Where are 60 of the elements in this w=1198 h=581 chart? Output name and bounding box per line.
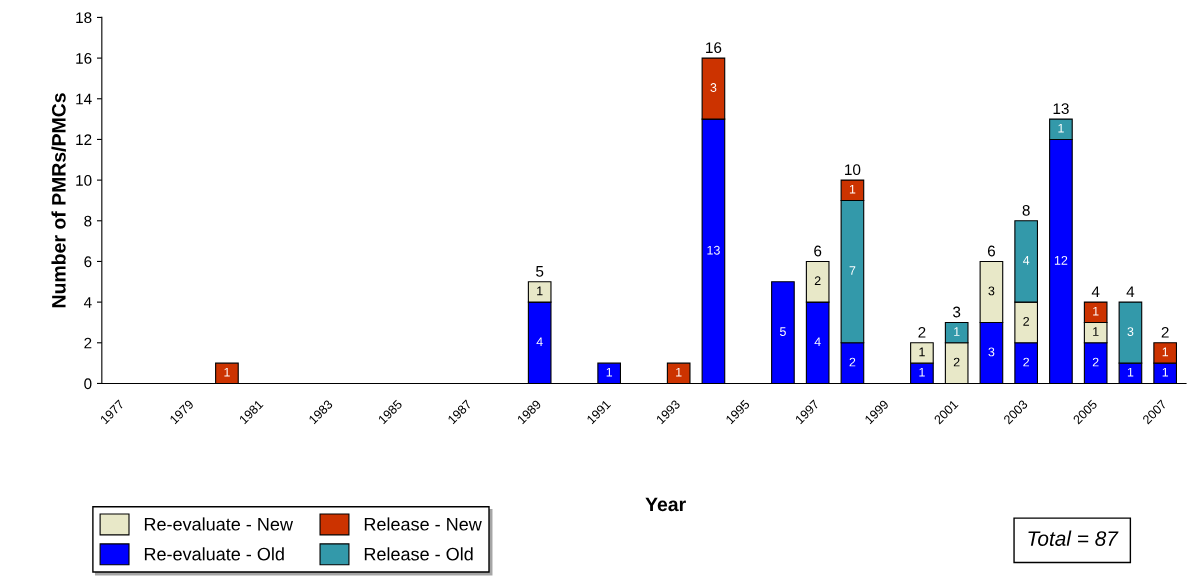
data-label: 1 <box>606 367 613 377</box>
text: Total = 87 <box>1028 530 1119 546</box>
data-label: 1 <box>1162 367 1169 377</box>
data-label: 3 <box>710 83 717 92</box>
data-label: 2 <box>1023 357 1030 367</box>
y-tick-label: 2 <box>84 337 92 349</box>
data-label: 2 <box>953 357 960 367</box>
y-tick-label: 8 <box>84 215 92 227</box>
data-label: 1 <box>537 286 543 296</box>
data-label: 4 <box>1022 256 1030 265</box>
total-label: 6 <box>814 245 822 257</box>
total-label: 4 <box>1091 286 1100 297</box>
data-label: 3 <box>1127 327 1134 336</box>
data-label: 1 <box>1093 327 1099 336</box>
legend-label: Release - New <box>364 517 482 531</box>
x-axis-title: Year <box>645 497 686 512</box>
data-label: 1 <box>919 347 925 357</box>
y-tick-label: 16 <box>76 52 92 64</box>
data-label: 1 <box>1127 367 1134 377</box>
legend-label: Re-evaluate - New <box>144 517 294 531</box>
data-label: 1 <box>676 367 682 377</box>
legend-label: Release - Old <box>364 547 473 561</box>
data-label: 3 <box>988 286 995 296</box>
total-label: 4 <box>1126 286 1135 297</box>
total-label: 13 <box>1053 103 1069 115</box>
data-label: 1 <box>1162 347 1169 357</box>
total-label: 3 <box>953 306 961 318</box>
data-label: 2 <box>1092 357 1099 367</box>
data-label: 1 <box>224 367 230 377</box>
data-label: 1 <box>1093 306 1099 316</box>
data-label: 2 <box>814 276 821 286</box>
data-label: 1 <box>1058 123 1064 133</box>
data-label: 3 <box>988 347 995 357</box>
y-axis-title: Number of PMRs/PMCs <box>51 93 66 308</box>
data-label: 1 <box>849 184 856 194</box>
data-label: 1 <box>954 327 960 336</box>
data-label: 5 <box>779 327 786 336</box>
y-tick-label: 14 <box>76 93 92 105</box>
total-label: 6 <box>987 245 995 257</box>
total-label: 8 <box>1022 204 1030 216</box>
data-label: 4 <box>536 337 543 347</box>
data-label: 1 <box>919 367 925 377</box>
data-label: 2 <box>849 357 856 367</box>
y-tick-label: 10 <box>76 174 92 186</box>
total-label: 16 <box>706 42 722 54</box>
data-label: 7 <box>849 266 856 275</box>
y-tick-label: 18 <box>76 12 92 24</box>
legend-label: Re-evaluate - Old <box>144 547 284 561</box>
y-tick-label: 0 <box>84 378 92 390</box>
total-label: 2 <box>1161 326 1169 338</box>
data-label: 2 <box>1023 316 1030 326</box>
data-label: 13 <box>707 245 720 255</box>
total-label: 5 <box>536 266 544 277</box>
y-tick-label: 6 <box>84 256 92 268</box>
y-tick-label: 4 <box>83 297 92 308</box>
data-label: 12 <box>1054 255 1068 265</box>
y-tick-label: 12 <box>76 134 92 145</box>
total-label: 2 <box>918 326 926 338</box>
data-label: 4 <box>814 337 821 347</box>
total-label: 10 <box>845 164 861 176</box>
